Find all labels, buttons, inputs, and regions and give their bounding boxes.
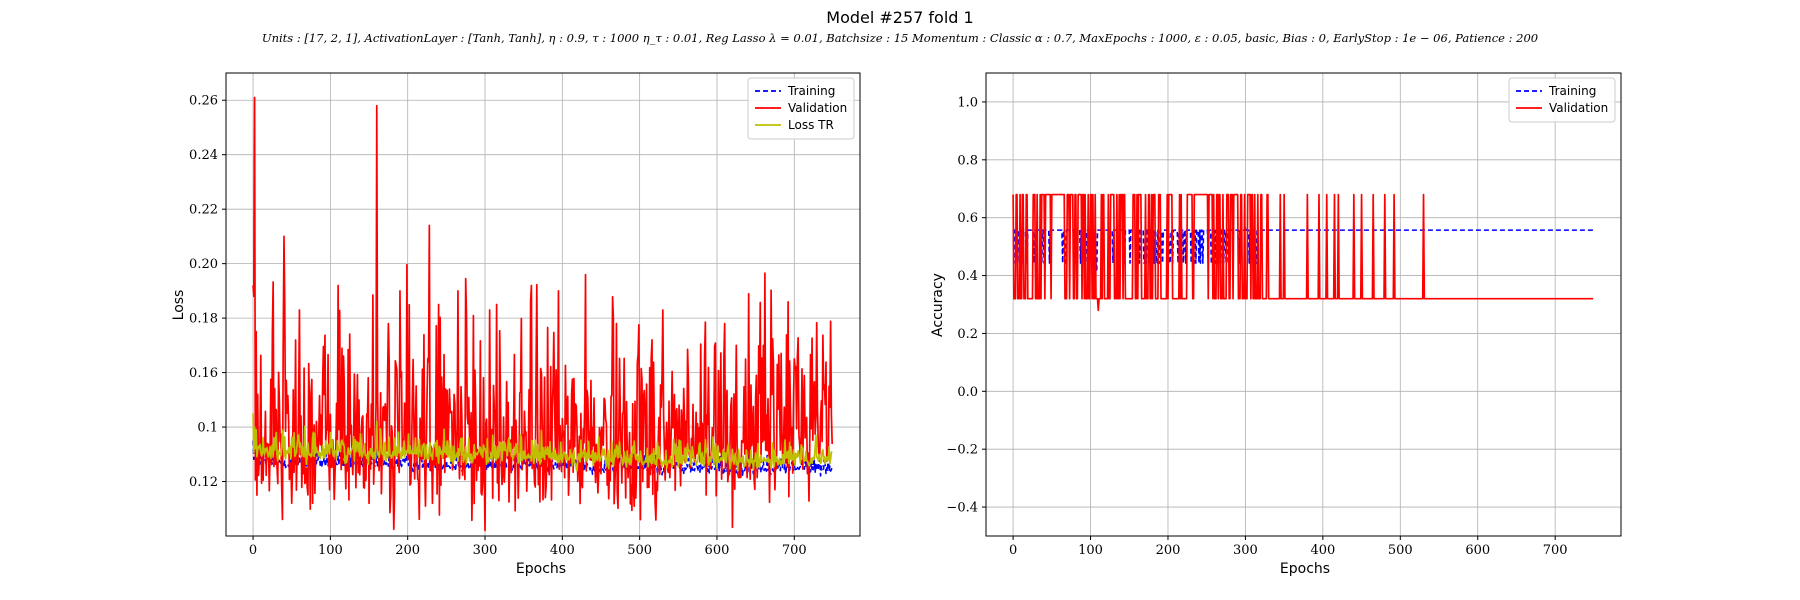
accuracy-ytick-label: −0.2 bbox=[946, 443, 978, 458]
loss-ytick-label: 0.12 bbox=[189, 475, 218, 490]
loss-xtick-label: 400 bbox=[550, 543, 575, 558]
accuracy-ytick-label: 0.8 bbox=[957, 153, 978, 168]
accuracy-xtick-label: 300 bbox=[1233, 543, 1258, 558]
loss-series-validation bbox=[252, 96, 834, 532]
figure-subtitle: Units : [17, 2, 1], ActivationLayer : [T… bbox=[262, 31, 1538, 45]
accuracy-ytick-label: 1.0 bbox=[957, 95, 978, 110]
loss-xtick-label: 300 bbox=[473, 543, 498, 558]
accuracy-ytick-label: 0.6 bbox=[957, 211, 978, 226]
accuracy-ytick-label: 0.0 bbox=[957, 385, 978, 400]
loss-legend-label: Validation bbox=[788, 101, 847, 115]
accuracy-chart-ylabel: Accuracy bbox=[930, 273, 946, 337]
loss-axes-frame bbox=[225, 72, 861, 537]
loss-series-loss-tr bbox=[252, 413, 833, 472]
loss-ytick-label: 0.24 bbox=[189, 148, 218, 163]
loss-xtick-label: 500 bbox=[627, 543, 652, 558]
loss-ytick-label: 0.1 bbox=[197, 421, 218, 436]
loss-chart-ylabel: Loss bbox=[171, 290, 187, 321]
loss-xtick-label: 700 bbox=[782, 543, 807, 558]
accuracy-xtick-label: 100 bbox=[1078, 543, 1103, 558]
accuracy-chart-xlabel: Epochs bbox=[1280, 561, 1330, 577]
accuracy-axes-frame bbox=[985, 72, 1622, 537]
accuracy-xtick-label: 500 bbox=[1388, 543, 1413, 558]
accuracy-legend: Training Validation bbox=[1508, 77, 1616, 123]
loss-xtick-label: 0 bbox=[249, 543, 257, 558]
accuracy-xtick-label: 0 bbox=[1009, 543, 1017, 558]
accuracy-legend-label: Validation bbox=[1549, 101, 1608, 115]
accuracy-legend-label: Training bbox=[1548, 84, 1596, 98]
loss-xtick-label: 200 bbox=[395, 543, 420, 558]
loss-xtick-label: 100 bbox=[318, 543, 343, 558]
accuracy-ytick-label: 0.2 bbox=[957, 327, 978, 342]
loss-ytick-label: 0.20 bbox=[189, 257, 218, 272]
loss-ytick-label: 0.18 bbox=[189, 312, 218, 327]
loss-xtick-label: 600 bbox=[705, 543, 730, 558]
accuracy-xtick-label: 200 bbox=[1156, 543, 1181, 558]
accuracy-xtick-label: 600 bbox=[1465, 543, 1490, 558]
loss-ytick-label: 0.16 bbox=[189, 366, 218, 381]
loss-legend: Training Validation Loss TR bbox=[747, 77, 855, 140]
accuracy-ytick-label: 0.4 bbox=[957, 269, 978, 284]
accuracy-chart: Epochs Accuracy 0 100 200 300 400 500 600 700 −0… bbox=[930, 72, 1622, 577]
loss-chart: Epochs Loss 0 100 200 300 400 500 600 700 0.12 0.… bbox=[171, 72, 861, 577]
accuracy-xtick-label: 400 bbox=[1310, 543, 1335, 558]
loss-chart-xlabel: Epochs bbox=[516, 561, 566, 577]
figure-title: Model #257 fold 1 bbox=[826, 8, 973, 27]
accuracy-legend-box bbox=[1508, 77, 1616, 123]
loss-ytick-label: 0.26 bbox=[189, 94, 218, 109]
loss-legend-label: Training bbox=[787, 84, 835, 98]
loss-legend-box bbox=[747, 77, 855, 140]
accuracy-ytick-label: −0.4 bbox=[946, 501, 978, 516]
loss-ytick-label: 0.22 bbox=[189, 203, 218, 218]
loss-legend-label: Loss TR bbox=[788, 118, 834, 132]
accuracy-xtick-label: 700 bbox=[1543, 543, 1568, 558]
accuracy-series-validation bbox=[1012, 193, 1594, 312]
